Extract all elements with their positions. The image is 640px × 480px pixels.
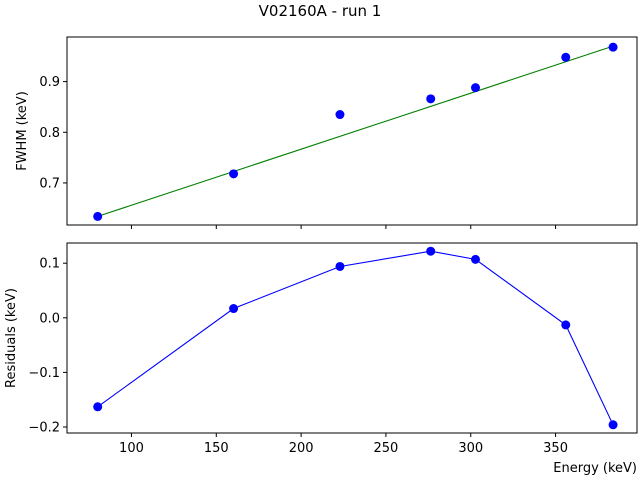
residuals-data-point [93, 402, 103, 412]
residuals-y-tick-label: −0.2 [28, 420, 60, 435]
residuals-data-point [471, 254, 480, 264]
residuals-x-tick-label: 100 [119, 441, 144, 456]
fwhm-data-point [335, 110, 345, 120]
fwhm-data-point [471, 83, 480, 93]
fwhm-y-axis-label: FWHM (keV) [15, 91, 30, 171]
residuals-data-point [608, 420, 618, 430]
residuals-x-tick-label: 200 [289, 441, 314, 456]
fwhm-y-tick-label: 0.8 [39, 126, 60, 141]
fwhm-data-point [608, 42, 618, 52]
fwhm-y-tick-label: 0.7 [39, 176, 60, 191]
residuals-x-tick-label: 300 [458, 441, 483, 456]
residuals-y-axis-label: Residuals (keV) [4, 288, 19, 388]
figure-title: V02160A - run 1 [259, 2, 382, 20]
residuals-x-tick-label: 350 [543, 441, 568, 456]
residuals-x-tick-label: 250 [374, 441, 399, 456]
residuals-y-tick-label: 0.1 [39, 257, 60, 272]
residuals-y-tick-label: −0.1 [28, 366, 60, 381]
residuals-x-tick-label: 150 [204, 441, 229, 456]
residuals-data-point [335, 261, 345, 271]
fwhm-fit-line [97, 45, 614, 217]
residuals-plot-frame [66, 242, 638, 434]
fwhm-data-point [426, 94, 436, 104]
fwhm-data-point [229, 169, 239, 179]
energy-x-axis-label: Energy (keV) [553, 461, 637, 476]
fwhm-y-tick-label: 0.9 [39, 75, 60, 90]
residuals-y-tick-label: 0.0 [39, 311, 60, 326]
residuals-panel: Residuals (keV) Energy (keV) 100 150 200 25… [4, 242, 638, 476]
fwhm-data-point [93, 211, 103, 221]
fwhm-data-point [561, 52, 571, 62]
fwhm-plot-frame [66, 36, 638, 226]
residuals-data-point [426, 246, 436, 256]
residuals-data-point [561, 320, 571, 330]
residuals-data-point [229, 304, 239, 314]
fwhm-panel: FWHM (keV) 0.7 0.8 0.9 [15, 36, 638, 229]
